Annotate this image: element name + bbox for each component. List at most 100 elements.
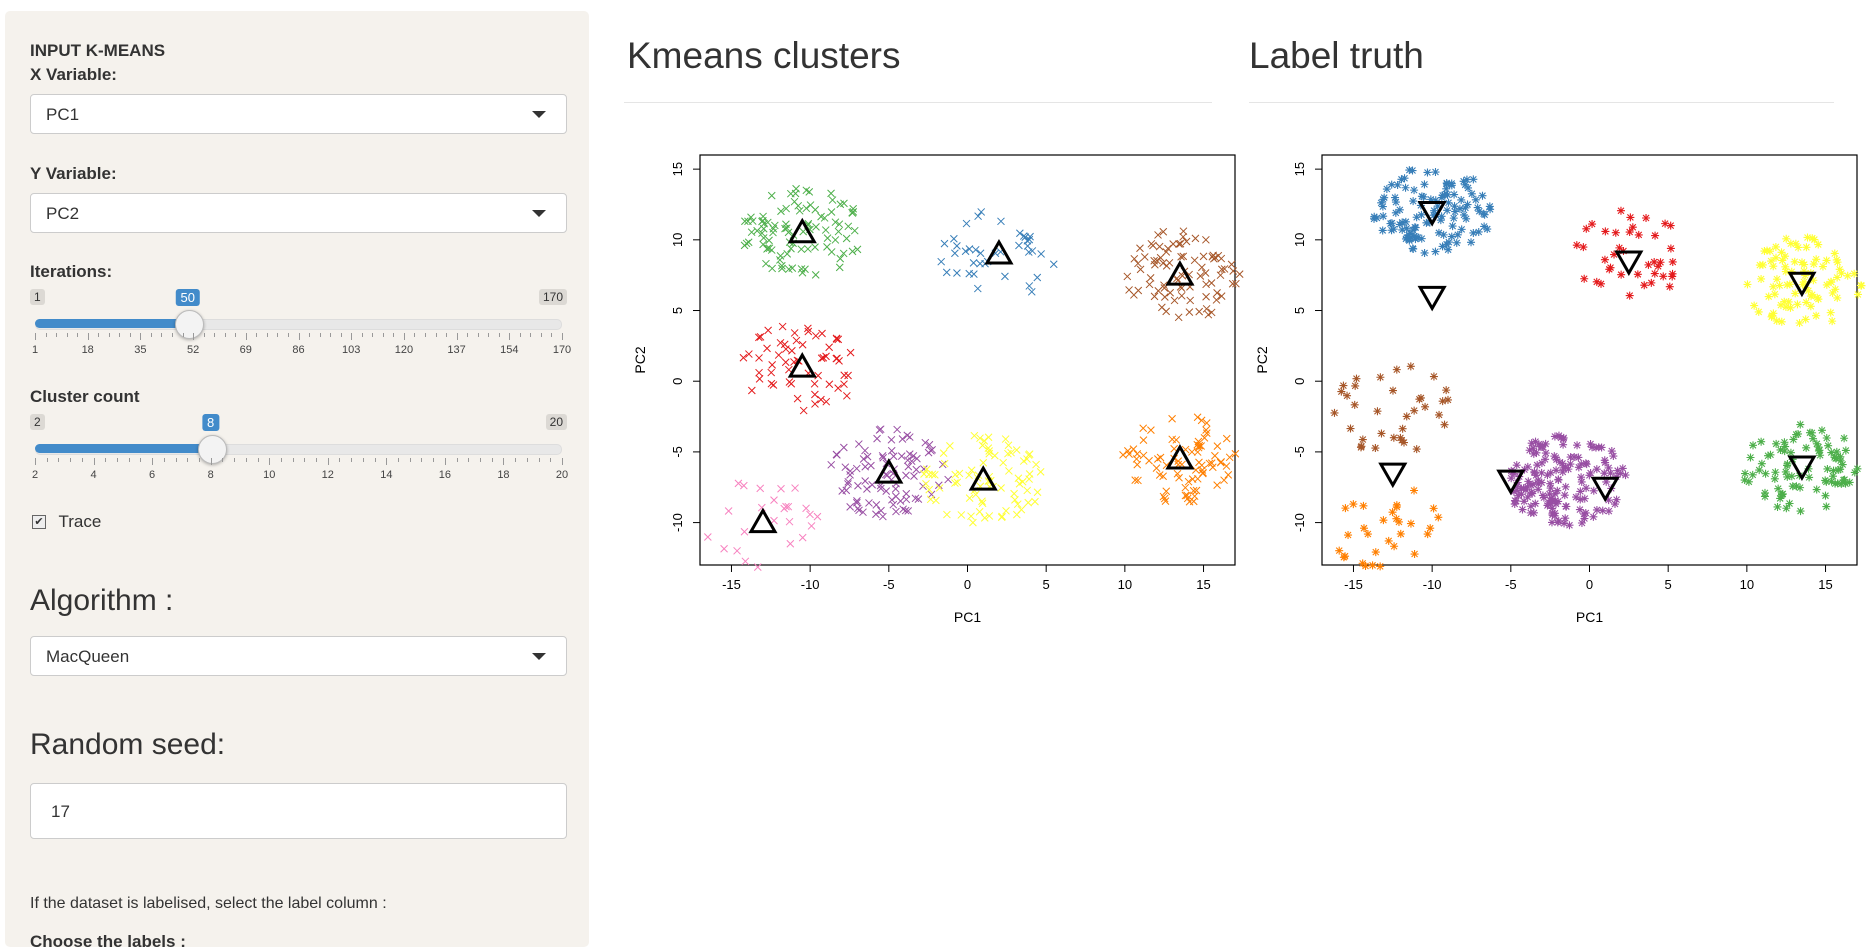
data-point bbox=[1512, 461, 1521, 470]
data-point bbox=[1031, 497, 1039, 506]
data-point bbox=[1802, 443, 1811, 452]
data-point bbox=[879, 512, 887, 521]
data-point bbox=[767, 191, 776, 200]
random-seed-input[interactable]: 17 bbox=[30, 783, 567, 839]
data-point bbox=[780, 340, 789, 349]
slider-tick bbox=[433, 458, 435, 462]
data-point bbox=[1754, 307, 1763, 316]
data-point bbox=[937, 257, 946, 266]
data-point bbox=[782, 502, 790, 511]
data-point bbox=[1833, 258, 1842, 267]
algorithm-select[interactable]: MacQueen bbox=[30, 636, 567, 676]
data-point bbox=[1767, 312, 1776, 321]
data-point bbox=[1382, 185, 1391, 194]
data-point bbox=[928, 445, 937, 454]
data-point bbox=[1611, 228, 1620, 237]
data-point bbox=[1156, 453, 1165, 462]
data-point bbox=[1554, 475, 1563, 484]
slider-tick bbox=[467, 333, 469, 337]
data-point bbox=[1786, 239, 1795, 248]
data-point bbox=[1790, 257, 1799, 266]
data-point bbox=[818, 329, 826, 338]
data-point bbox=[1518, 505, 1527, 514]
data-point bbox=[969, 258, 978, 267]
data-point bbox=[768, 361, 777, 369]
data-point bbox=[1744, 477, 1753, 486]
slider-tick bbox=[256, 333, 258, 337]
data-point bbox=[1033, 488, 1042, 497]
data-point bbox=[1134, 259, 1142, 268]
centroid-marker bbox=[1590, 476, 1620, 503]
data-point bbox=[1227, 260, 1236, 269]
data-point bbox=[755, 333, 763, 342]
data-point bbox=[1469, 228, 1478, 237]
data-point bbox=[946, 441, 954, 450]
data-point bbox=[1750, 301, 1759, 310]
data-point bbox=[1598, 506, 1607, 515]
data-point bbox=[1781, 442, 1790, 451]
data-point bbox=[1134, 476, 1142, 485]
cluster-points bbox=[1572, 206, 1677, 300]
y-variable-select[interactable]: PC2 bbox=[30, 193, 567, 233]
slider-tick bbox=[540, 333, 542, 337]
data-point bbox=[1220, 265, 1229, 273]
data-point bbox=[767, 368, 776, 377]
data-point bbox=[1654, 262, 1663, 271]
data-point bbox=[1161, 497, 1170, 505]
trace-checkbox-row[interactable]: ✔ Trace bbox=[32, 512, 101, 532]
slider-tick bbox=[105, 458, 107, 462]
data-point bbox=[1555, 458, 1564, 467]
data-point bbox=[1836, 456, 1845, 465]
cluster-count-handle[interactable] bbox=[197, 435, 227, 464]
data-point bbox=[1202, 235, 1210, 244]
cluster-count-slider[interactable]: 2 20 8 2 4 6 8 10 12 14 16 18 20 bbox=[30, 414, 568, 484]
slider-tick bbox=[277, 333, 279, 337]
data-point bbox=[1197, 416, 1206, 425]
data-point bbox=[1600, 469, 1609, 478]
data-point bbox=[745, 350, 753, 358]
data-point bbox=[1146, 274, 1155, 282]
iterations-slider[interactable]: 1 170 50 1 18 35 52 69 86 103 120 137 154 170 bbox=[30, 289, 571, 359]
data-point bbox=[942, 268, 951, 277]
data-point bbox=[1177, 252, 1185, 261]
slider-tick-label: 14 bbox=[380, 469, 393, 481]
data-point bbox=[1786, 303, 1795, 312]
data-point bbox=[1801, 271, 1810, 280]
data-point bbox=[1531, 499, 1540, 508]
data-point bbox=[1786, 448, 1795, 457]
x-tick-label: -15 bbox=[1344, 577, 1363, 592]
slider-tick bbox=[398, 458, 400, 462]
x-variable-select[interactable]: PC1 bbox=[30, 94, 567, 134]
data-point bbox=[817, 354, 826, 363]
data-point bbox=[1668, 269, 1677, 278]
data-point bbox=[911, 494, 920, 503]
data-point bbox=[1412, 232, 1421, 241]
data-point bbox=[1826, 308, 1835, 317]
data-point bbox=[904, 507, 913, 515]
slider-tick-label: 18 bbox=[81, 344, 94, 356]
data-point bbox=[1181, 491, 1190, 500]
data-point bbox=[1803, 233, 1812, 242]
iterations-handle[interactable] bbox=[174, 310, 204, 339]
data-point bbox=[1229, 267, 1238, 275]
data-point bbox=[1621, 471, 1630, 480]
data-point bbox=[1335, 546, 1344, 555]
data-point bbox=[951, 470, 960, 479]
data-point bbox=[1129, 445, 1138, 453]
data-point bbox=[1529, 449, 1538, 458]
slider-tick bbox=[304, 458, 306, 462]
data-point bbox=[1436, 216, 1445, 225]
data-point bbox=[1575, 505, 1584, 514]
slider-tick bbox=[108, 333, 110, 337]
trace-checkbox[interactable]: ✔ bbox=[32, 515, 46, 529]
data-point bbox=[1509, 487, 1518, 496]
data-point bbox=[1798, 280, 1807, 289]
data-point bbox=[1781, 252, 1790, 261]
data-point bbox=[1410, 406, 1419, 415]
slider-tick bbox=[129, 333, 131, 337]
data-point bbox=[1217, 458, 1225, 466]
data-point bbox=[1377, 429, 1386, 438]
data-point bbox=[859, 455, 868, 463]
data-point bbox=[1580, 274, 1589, 283]
centroid-marker bbox=[874, 458, 904, 484]
